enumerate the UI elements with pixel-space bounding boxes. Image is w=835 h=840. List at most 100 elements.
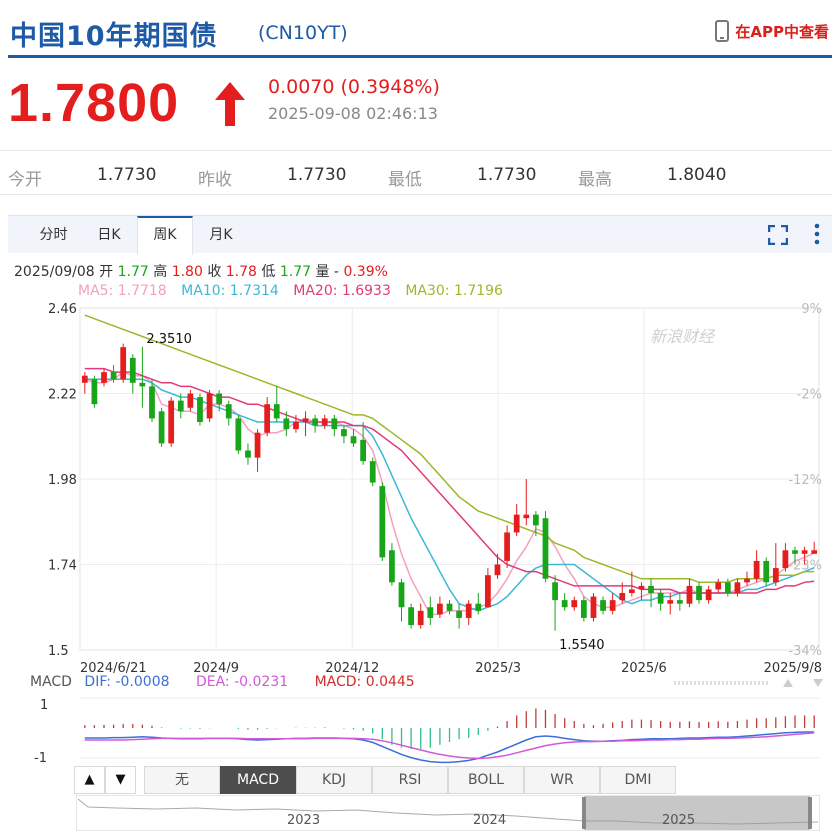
candle-body [686, 585, 693, 604]
candle-body [91, 379, 98, 405]
candle-body [331, 418, 338, 430]
indicator-rsi[interactable]: RSI [372, 766, 448, 794]
macd-dea: DEA: -0.0231 [195, 674, 289, 690]
candle-body [676, 600, 683, 604]
tab-weekly-k[interactable]: 周K [137, 216, 193, 255]
candle-body [504, 532, 510, 561]
candle-body [360, 439, 367, 462]
y-tick-label: 2.46 [48, 302, 77, 317]
range-navigator[interactable]: 2023 2024 2025 [76, 795, 820, 831]
x-tick-label: 2025/3 [475, 661, 521, 675]
indicator-macd[interactable]: MACD [220, 766, 296, 794]
candle-body [216, 393, 223, 405]
pct-tick-label: -2% [797, 388, 822, 403]
candle-body [705, 589, 712, 601]
more-options-icon[interactable] [814, 223, 820, 245]
stat-low-label: 最低 [388, 170, 422, 190]
price-change: 0.0070 (0.3948%) [268, 76, 440, 98]
info-close-label: 收 [207, 264, 222, 280]
candle-body [801, 550, 808, 554]
candle-body [513, 514, 520, 533]
candle-body [475, 603, 482, 611]
macd-y-label: 1 [40, 698, 48, 713]
pct-tick-label: -12% [788, 473, 822, 488]
candle-body [667, 600, 674, 604]
candle-body [321, 418, 328, 426]
stat-high-value: 1.8040 [667, 165, 727, 185]
info-open: 1.77 [117, 264, 149, 280]
macd-up-icon[interactable] [783, 679, 793, 687]
candle-body [465, 603, 472, 618]
candle-body [734, 582, 741, 593]
x-tick-label: 2024/6/21 [80, 661, 147, 675]
candle-info-bar: 2025/09/08 开 1.77 高 1.80 收 1.78 低 1.77 量… [14, 261, 388, 281]
info-date: 2025/09/08 [14, 264, 95, 280]
indicator-kdj[interactable]: KDJ [296, 766, 372, 794]
candle-body [245, 450, 251, 458]
open-in-app-link[interactable]: 在APP中查看 [715, 20, 829, 42]
macd-down-icon[interactable] [813, 679, 823, 687]
candle-body [264, 404, 271, 433]
ma5-line [84, 371, 815, 616]
candle-body [350, 436, 357, 444]
ma10-line [84, 378, 815, 612]
candle-body [81, 375, 88, 383]
macd-chart[interactable]: 1 -1 [0, 692, 835, 764]
indicator-none[interactable]: 无 [144, 766, 220, 794]
candle-body [532, 514, 539, 526]
stat-prev-close-value: 1.7730 [287, 165, 347, 185]
stat-prev-close-label: 昨收 [198, 170, 232, 190]
candle-body [379, 486, 386, 558]
indicator-boll[interactable]: BOLL [448, 766, 524, 794]
extreme-value-label: 1.5540 [559, 638, 605, 653]
tab-daily-k[interactable]: 日K [97, 227, 121, 243]
candle-body [772, 568, 779, 583]
scroll-up-button[interactable]: ▲ [74, 766, 105, 794]
x-tick-label: 2025/6 [621, 661, 667, 675]
info-vol: - [333, 264, 339, 280]
ma30-line [84, 314, 815, 584]
tab-monthly-k[interactable]: 月K [209, 227, 233, 243]
candle-body [139, 382, 146, 387]
candle-body [302, 418, 309, 422]
indicator-wr[interactable]: WR [524, 766, 600, 794]
indicator-dmi[interactable]: DMI [600, 766, 676, 794]
ma5-legend: MA5: 1.7718 [78, 283, 167, 299]
candle-body [283, 418, 290, 430]
dea-line [84, 732, 815, 760]
navigator-right-handle[interactable] [808, 797, 812, 829]
title-divider [8, 55, 832, 58]
candle-body [590, 596, 597, 618]
navigator-selection[interactable] [584, 796, 810, 830]
tab-minute[interactable]: 分时 [39, 227, 68, 243]
navigator-left-handle[interactable] [582, 797, 586, 829]
pct-tick-label: 9% [801, 302, 822, 317]
fullscreen-icon[interactable] [768, 225, 788, 245]
candle-body [523, 514, 530, 519]
candle-body [446, 603, 453, 611]
stat-low-value: 1.7730 [477, 165, 537, 185]
info-high-label: 高 [153, 264, 168, 280]
candle-body [485, 575, 491, 608]
info-low-label: 低 [261, 264, 276, 280]
y-tick-label: 1.98 [48, 473, 77, 488]
open-in-app-label: 在APP中查看 [735, 22, 829, 41]
candle-body [187, 393, 194, 408]
macd-legend: MACD DIF: -0.0008 DEA: -0.0231 MACD: 0.0… [30, 674, 423, 690]
candle-body [811, 550, 818, 554]
candle-body [168, 400, 175, 444]
candle-body [312, 418, 319, 426]
scroll-down-button[interactable]: ▼ [105, 766, 136, 794]
ma30-legend: MA30: 1.7196 [405, 283, 503, 299]
candle-body [417, 610, 424, 626]
macd-name: MACD [30, 674, 72, 690]
candle-body [657, 593, 664, 604]
candle-body [408, 607, 414, 626]
info-open-label: 开 [99, 264, 114, 280]
candlestick-chart[interactable]: 2.46 9% 2.22 -2% 1.98 -12% 1.74 -23% 1.5 -34% 2024… [0, 300, 835, 675]
watermark-text: 新浪财经 [650, 327, 716, 346]
quote-timestamp: 2025-09-08 02:46:13 [268, 104, 438, 123]
candle-body [792, 550, 798, 554]
macd-y-label: -1 [34, 751, 47, 764]
up-arrow-icon [215, 82, 245, 126]
